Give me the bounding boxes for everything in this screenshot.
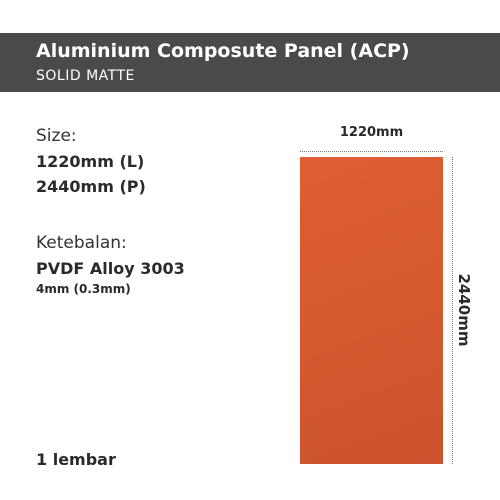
panel-height-guide: [452, 157, 453, 464]
size-width: 2440mm (P): [36, 177, 146, 196]
panel-width-guide: [300, 151, 443, 152]
material-value: PVDF Alloy 3003: [36, 259, 185, 278]
product-subtitle: SOLID MATTE: [36, 68, 135, 84]
product-title: Aluminium Composute Panel (ACP): [36, 40, 410, 62]
quantity-value: 1 lembar: [36, 450, 116, 469]
panel-height-label: 2440mm: [455, 273, 473, 347]
title-banner: Aluminium Composute Panel (ACP) SOLID MA…: [0, 33, 500, 92]
size-label: Size:: [36, 126, 77, 146]
thickness-label: Ketebalan:: [36, 233, 127, 253]
thickness-value: 4mm (0.3mm): [36, 282, 131, 296]
panel-swatch: [300, 157, 443, 464]
panel-width-label: 1220mm: [339, 125, 404, 140]
size-length: 1220mm (L): [36, 152, 145, 171]
